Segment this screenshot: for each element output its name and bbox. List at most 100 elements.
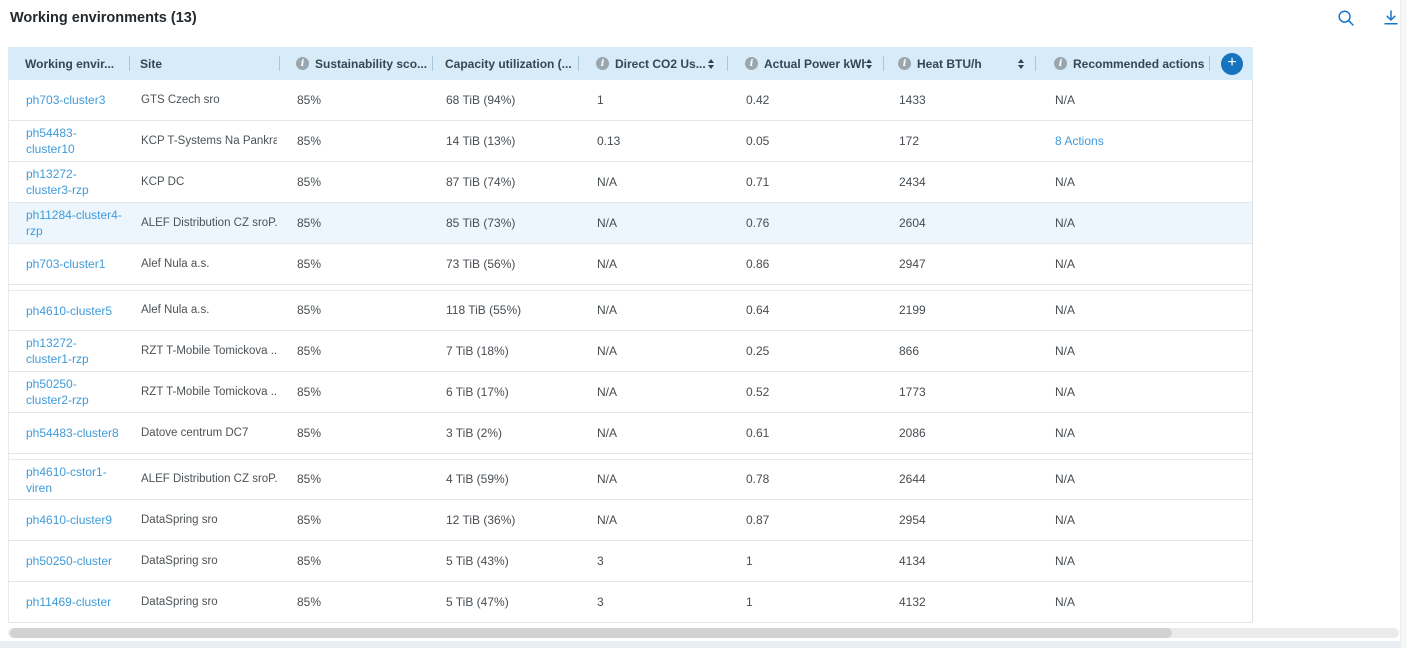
table-row[interactable]: ph703-cluster1 Alef Nula a.s. 85% 73 TiB (5…	[9, 244, 1252, 285]
sort-up-arrow	[1018, 58, 1024, 63]
table-row[interactable]: ph54483-cluster10 KCP T-Systems Na Pankra…	[9, 121, 1252, 162]
table-row[interactable]: ph11284-cluster4-rzp ALEF Distribution CZ…	[9, 203, 1252, 244]
download-icon[interactable]	[1381, 8, 1401, 28]
sort-icon[interactable]	[1018, 58, 1024, 69]
column-header-capacity[interactable]: Capacity utilization (...	[433, 47, 579, 80]
cluster-link[interactable]: ph703-cluster3	[26, 93, 106, 107]
info-icon[interactable]: i	[296, 57, 309, 70]
sort-icon[interactable]	[708, 58, 714, 69]
cell-power: 0.78	[729, 460, 885, 499]
table-row[interactable]: ph50250-cluster2-rzp RZT T-Mobile Tomicko…	[9, 372, 1252, 413]
cell-actions: N/A	[1037, 80, 1211, 120]
actions-link[interactable]: 8 Actions	[1055, 134, 1104, 148]
add-column-button[interactable]: +	[1221, 52, 1243, 75]
table-row[interactable]: ph4610-cluster9 DataSpring sro 85% 12 TiB (…	[9, 500, 1252, 541]
info-icon[interactable]: i	[596, 57, 609, 70]
add-column-cell: +	[1210, 47, 1253, 80]
cell-power: 0.76	[729, 203, 885, 243]
column-divider	[883, 56, 884, 71]
cell-text-power: 0.76	[746, 215, 770, 230]
cell-capacity: 87 TiB (74%)	[434, 162, 580, 202]
cell-capacity: 14 TiB (13%)	[434, 121, 580, 161]
cluster-link[interactable]: ph4610-cluster9	[26, 513, 113, 527]
cluster-link[interactable]: ph4610-cstor1-viren	[26, 464, 107, 495]
sort-down-arrow	[1018, 64, 1024, 69]
sort-down-arrow	[866, 64, 872, 69]
info-icon[interactable]: i	[1054, 57, 1067, 70]
cell-sustainability: 85%	[281, 541, 434, 581]
table-row[interactable]: ph54483-cluster8 Datove centrum DC7 85% 3 T…	[9, 413, 1252, 454]
cell-power: 0.61	[729, 413, 885, 453]
column-header-power[interactable]: i Actual Power kWh	[728, 47, 884, 80]
cluster-link[interactable]: ph11469-cluster	[26, 595, 112, 609]
table-row[interactable]: ph11469-cluster DataSpring sro 85% 5 TiB (4…	[9, 582, 1252, 623]
cluster-link[interactable]: ph54483-cluster10	[26, 126, 77, 156]
cluster-link[interactable]: ph13272-cluster3-rzp	[26, 167, 89, 197]
table-row[interactable]: ph4610-cstor1-viren ALEF Distribution CZ …	[9, 459, 1252, 500]
column-divider	[1035, 56, 1036, 71]
column-header-site[interactable]: Site	[130, 47, 280, 80]
table-row[interactable]: ph4610-cluster5 Alef Nula a.s. 85% 118 TiB …	[9, 290, 1252, 331]
cell-actions: N/A	[1037, 162, 1211, 202]
cell-sustainability: 85%	[281, 162, 434, 202]
cell-text-power: 0.42	[746, 92, 770, 107]
cell-sustainability: 85%	[281, 203, 434, 243]
info-icon[interactable]: i	[745, 57, 758, 70]
cluster-link[interactable]: ph11284-cluster4-rzp	[26, 208, 122, 238]
cell-text-sustainability: 85%	[297, 256, 322, 271]
cell-name: ph13272-cluster1-rzp	[9, 331, 131, 371]
cell-power: 0.52	[729, 372, 885, 412]
vertical-scrollbar[interactable]	[1400, 0, 1407, 648]
cell-text-site: DataSpring sro	[141, 513, 218, 526]
horizontal-scrollbar[interactable]	[8, 628, 1399, 638]
table-row[interactable]: ph13272-cluster3-rzp KCP DC 85% 87 TiB (74%…	[9, 162, 1252, 203]
cell-actions: N/A	[1037, 203, 1211, 243]
column-header-actions[interactable]: i Recommended actions	[1036, 47, 1210, 80]
info-icon[interactable]: i	[898, 57, 911, 70]
table-row[interactable]: ph13272-cluster1-rzp RZT T-Mobile Tomicko…	[9, 331, 1252, 372]
cluster-link[interactable]: ph703-cluster1	[26, 257, 106, 271]
cell-text-site: ALEF Distribution CZ sroP...	[141, 473, 277, 485]
sort-icon[interactable]	[866, 58, 872, 69]
cell-sustainability: 85%	[281, 413, 434, 453]
cell-text-capacity: 14 TiB (13%)	[446, 133, 516, 148]
cell-sustainability: 85%	[281, 244, 434, 284]
cell-text-co2: 1	[597, 92, 604, 107]
column-header-heat[interactable]: i Heat BTU/h	[884, 47, 1036, 80]
search-icon[interactable]	[1336, 8, 1356, 28]
cell-text-actions: N/A	[1055, 472, 1076, 486]
cell-capacity: 68 TiB (94%)	[434, 80, 580, 120]
column-label-heat: Heat BTU/h	[917, 56, 982, 71]
table-row[interactable]: ph50250-cluster DataSpring sro 85% 5 TiB (4…	[9, 541, 1252, 582]
column-header-co2[interactable]: i Direct CO2 Us...	[579, 47, 728, 80]
column-label-capacity: Capacity utilization (...	[445, 56, 572, 71]
column-header-sustainability[interactable]: i Sustainability sco...	[280, 47, 433, 80]
cluster-link[interactable]: ph54483-cluster8	[26, 426, 119, 440]
horizontal-scrollbar-thumb[interactable]	[10, 628, 1172, 638]
cell-text-co2: N/A	[597, 174, 618, 189]
cell-heat: 2086	[885, 413, 1037, 453]
cluster-link[interactable]: ph50250-cluster2-rzp	[26, 377, 89, 407]
column-label-power: Actual Power kWh	[764, 56, 866, 71]
cell-power: 0.64	[729, 291, 885, 330]
cell-text-actions: N/A	[1055, 594, 1076, 609]
cell-capacity: 3 TiB (2%)	[434, 413, 580, 453]
sort-down-arrow	[708, 64, 714, 69]
cell-text-co2: N/A	[597, 303, 618, 317]
cell-text-sustainability: 85%	[297, 384, 322, 399]
column-header-name[interactable]: Working envir...	[8, 47, 130, 80]
cell-text-sustainability: 85%	[297, 303, 322, 317]
cell-co2: N/A	[580, 500, 729, 540]
cell-text-actions: N/A	[1055, 303, 1076, 317]
cell-capacity: 6 TiB (17%)	[434, 372, 580, 412]
cell-text-sustainability: 85%	[297, 215, 322, 230]
cluster-link[interactable]: ph13272-cluster1-rzp	[26, 336, 89, 366]
cluster-link[interactable]: ph50250-cluster	[26, 554, 113, 568]
cell-text-actions: N/A	[1055, 256, 1076, 271]
table-row[interactable]: ph703-cluster3 GTS Czech sro 85% 68 TiB (94…	[9, 80, 1252, 121]
cell-text-co2: 3	[597, 594, 604, 609]
cell-text-sustainability: 85%	[297, 594, 322, 609]
cell-text-capacity: 85 TiB (73%)	[446, 215, 516, 230]
cluster-link[interactable]: ph4610-cluster5	[26, 303, 113, 318]
